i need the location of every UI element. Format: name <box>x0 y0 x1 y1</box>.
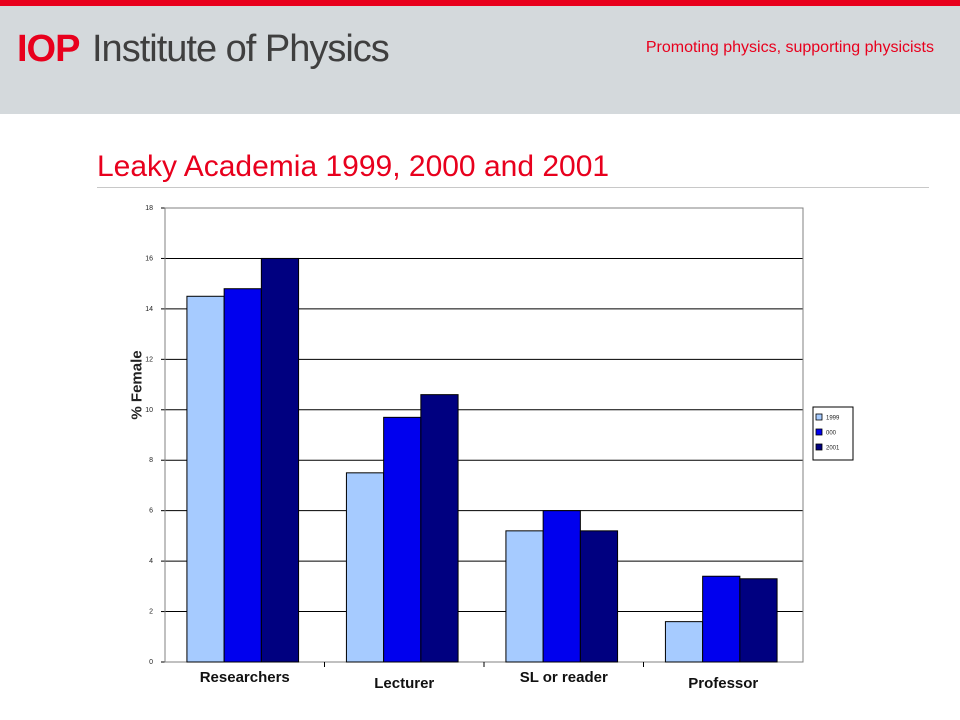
x-tick-label: Researchers <box>200 669 290 686</box>
y-axis-label: % Female <box>128 350 146 420</box>
y-tick-label: 4 <box>149 558 153 565</box>
tagline: Promoting physics, supporting physicists <box>645 39 934 56</box>
logo-name: Institute of Physics <box>92 28 390 70</box>
bar <box>345 472 385 663</box>
slide-title: Leaky Academia 1999, 2000 and 2001 <box>97 150 610 183</box>
title-divider <box>97 187 929 188</box>
legend-label: 1999 <box>826 416 840 422</box>
x-tick-label: Lecturer <box>374 675 434 692</box>
x-tick-label: SL or reader <box>520 669 608 686</box>
top-accent-bar <box>0 0 960 6</box>
legend-swatch <box>815 443 823 451</box>
bar <box>579 530 619 663</box>
logo-mark: IOP <box>17 28 80 70</box>
legend-swatch <box>815 428 823 436</box>
header-banner: IOP Institute of Physics Promoting physi… <box>0 6 960 114</box>
bar <box>664 621 704 663</box>
bar <box>542 510 581 663</box>
legend-label: 000 <box>826 431 837 437</box>
y-tick-label: 2 <box>149 609 153 616</box>
bar <box>739 578 778 663</box>
bar <box>505 530 544 663</box>
y-tick-label: 6 <box>149 508 153 515</box>
y-tick-label: 18 <box>145 205 153 212</box>
legend-swatch <box>815 413 823 421</box>
bar <box>260 257 300 663</box>
y-tick-label: 14 <box>145 306 153 313</box>
bar <box>223 288 262 663</box>
bar <box>702 575 741 663</box>
y-tick-label: 12 <box>145 356 153 363</box>
bar <box>420 394 459 663</box>
y-tick-label: 10 <box>145 407 153 414</box>
bar <box>186 295 225 663</box>
y-tick-label: 16 <box>145 255 153 262</box>
bar <box>383 416 422 663</box>
y-tick-label: 0 <box>149 659 153 666</box>
legend-label: 2001 <box>826 446 840 452</box>
x-tick-label: Professor <box>688 675 758 692</box>
y-tick-label: 8 <box>149 457 153 464</box>
